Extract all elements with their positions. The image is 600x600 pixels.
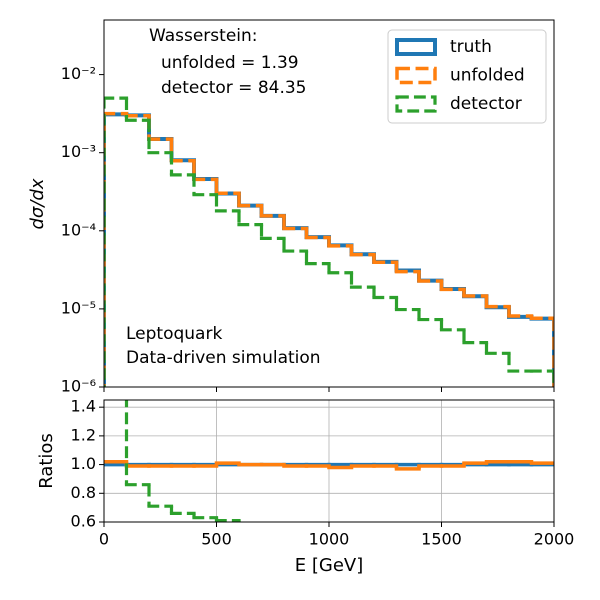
legend-swatch [395,95,437,113]
annotation: detector = 84.35 [161,78,307,98]
annotation: Data-driven simulation [126,348,321,368]
x-tick-label: 1500 [421,530,462,549]
y-tick-label: 1.0 [71,454,96,473]
y-tick-label: 10⁻⁶ [61,377,96,396]
series [104,96,554,387]
annotation: unfolded = 1.39 [161,53,299,73]
y-axis-label: Ratios [36,433,57,489]
annotation: Wasserstein: [149,26,258,46]
y-tick-label: 1.4 [71,397,96,416]
x-tick-label: 2000 [534,530,575,549]
series [104,111,554,387]
y-tick-label: 10⁻³ [61,142,96,161]
legend-swatch [395,38,437,56]
y-tick-label: 1.2 [71,425,96,444]
series [124,400,241,522]
legend-swatch [395,66,437,85]
y-tick-label: 0.8 [71,483,96,502]
legend-label: detector [450,94,522,114]
x-tick-label: 0 [99,530,109,549]
legend-label: unfolded [450,66,525,86]
series [104,459,554,471]
x-tick-label: 500 [201,530,232,549]
y-tick-label: 10⁻⁵ [61,298,96,317]
y-tick-label: 0.6 [71,512,96,531]
legend-label: truth [450,37,492,57]
y-axis-label: dσ/dx [27,178,48,229]
annotation: Leptoquark [126,324,222,344]
x-tick-label: 1000 [309,530,350,549]
plot-area [104,96,554,387]
plot-area [104,400,554,522]
x-axis-label: E [GeV] [295,555,363,576]
y-tick-label: 10⁻² [61,64,96,83]
y-tick-label: 10⁻⁴ [61,220,96,239]
